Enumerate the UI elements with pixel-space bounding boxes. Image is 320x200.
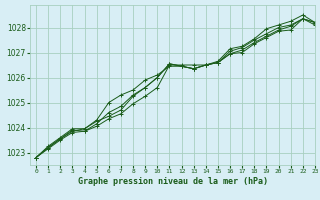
X-axis label: Graphe pression niveau de la mer (hPa): Graphe pression niveau de la mer (hPa) [77,177,268,186]
